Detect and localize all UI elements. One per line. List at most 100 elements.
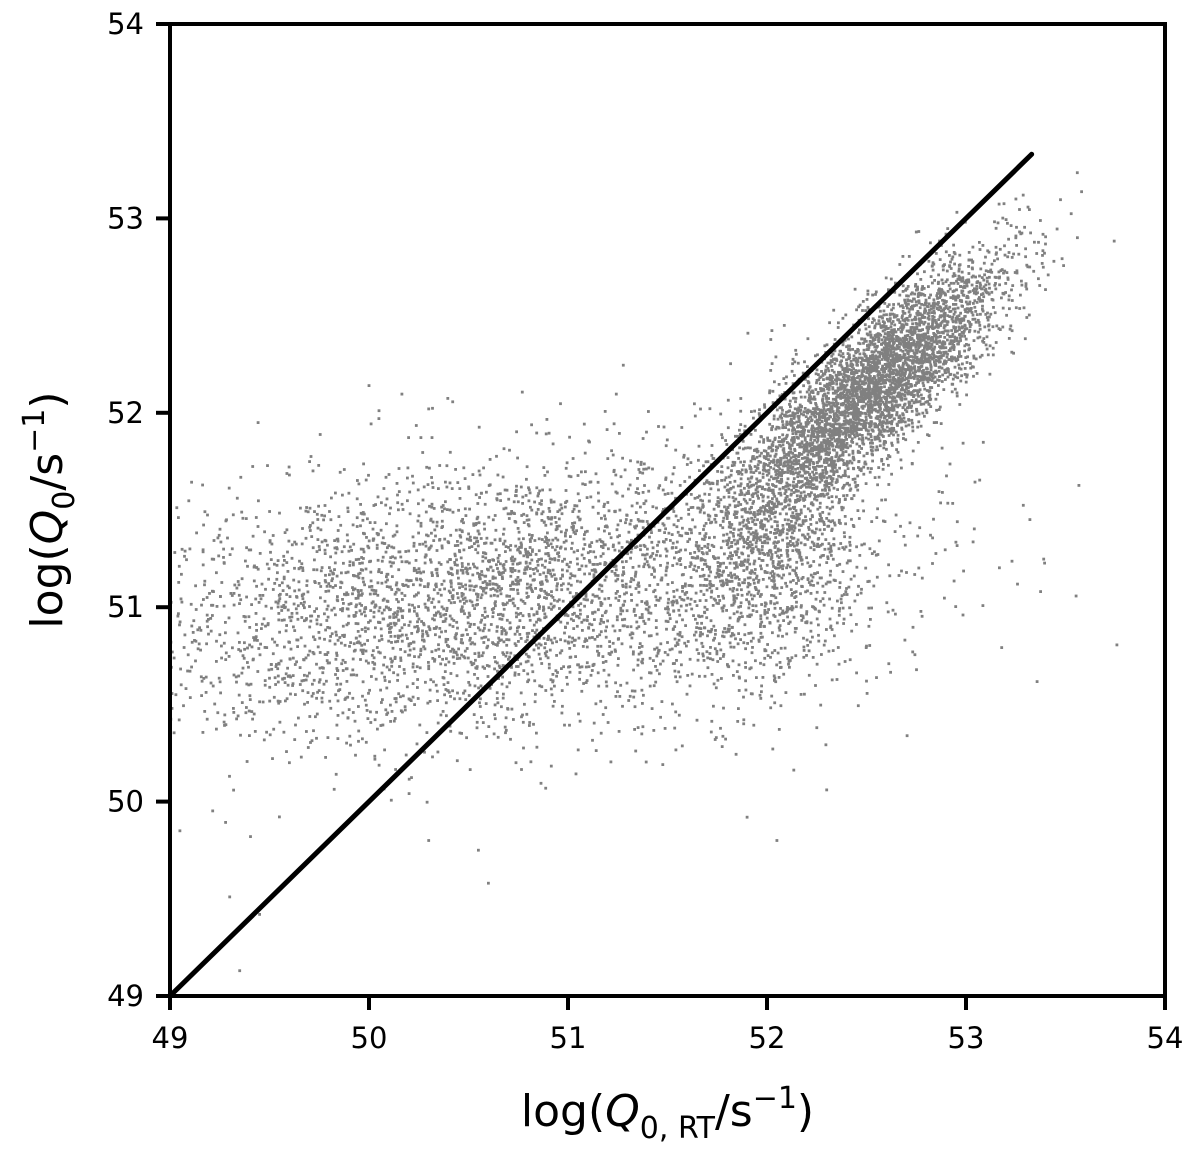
data-point <box>891 399 894 403</box>
data-point <box>860 587 863 591</box>
data-point <box>937 301 940 304</box>
data-point <box>826 557 830 560</box>
data-point <box>781 507 785 511</box>
data-point <box>813 438 816 442</box>
data-point <box>863 396 866 400</box>
data-point <box>770 502 774 505</box>
data-point <box>778 406 782 410</box>
data-point <box>742 569 746 572</box>
data-point <box>832 403 836 407</box>
data-point <box>771 483 774 486</box>
data-point <box>807 493 810 496</box>
data-point <box>842 372 846 376</box>
data-point <box>937 287 941 291</box>
data-point <box>730 557 733 561</box>
data-point <box>813 435 816 439</box>
data-point <box>916 272 919 276</box>
data-point <box>827 388 831 391</box>
data-point <box>841 352 845 355</box>
data-point <box>846 419 850 423</box>
data-point <box>839 413 843 417</box>
data-point <box>815 446 819 449</box>
data-point <box>807 528 811 531</box>
data-point <box>806 422 810 426</box>
data-point <box>927 285 930 288</box>
data-point <box>815 381 818 385</box>
data-point <box>792 413 796 417</box>
data-point <box>993 220 996 224</box>
data-point <box>810 501 814 505</box>
data-point <box>1002 271 1005 275</box>
data-point <box>881 316 884 320</box>
data-point <box>791 511 795 515</box>
data-point <box>784 382 788 385</box>
data-point <box>771 570 774 573</box>
data-point <box>874 400 878 404</box>
data-point <box>837 440 841 444</box>
data-point <box>835 404 839 408</box>
data-point <box>822 405 825 408</box>
data-point <box>851 524 855 527</box>
data-point <box>825 505 829 509</box>
data-point <box>732 499 736 503</box>
data-point <box>715 649 719 653</box>
data-point <box>836 599 839 603</box>
data-point <box>887 347 891 351</box>
data-point <box>747 530 751 534</box>
data-point <box>856 449 860 453</box>
data-point <box>873 375 876 378</box>
data-point <box>850 394 854 398</box>
data-point <box>781 524 785 527</box>
data-point <box>803 456 806 460</box>
data-point <box>785 460 789 464</box>
data-point <box>803 476 807 480</box>
data-point <box>695 541 698 544</box>
data-point <box>944 350 948 354</box>
data-point <box>740 535 744 539</box>
data-point <box>918 350 922 354</box>
data-point <box>760 541 764 545</box>
data-point <box>796 425 799 429</box>
data-point <box>781 634 784 638</box>
data-point <box>839 447 843 451</box>
data-point <box>973 299 977 303</box>
data-point <box>925 370 928 374</box>
data-point <box>803 443 807 447</box>
data-point <box>826 555 830 559</box>
data-point <box>772 458 776 462</box>
data-point <box>746 576 750 580</box>
data-point <box>769 571 773 575</box>
data-point <box>952 346 955 350</box>
data-point <box>832 578 836 582</box>
data-point <box>852 375 855 379</box>
data-point <box>829 569 832 573</box>
data-point <box>823 435 827 438</box>
data-point <box>888 333 892 337</box>
data-point <box>971 313 975 317</box>
data-point <box>770 579 774 582</box>
data-point <box>793 438 796 441</box>
data-point <box>864 412 868 415</box>
data-point <box>841 546 845 549</box>
data-point <box>722 533 725 537</box>
data-point <box>918 313 921 316</box>
data-point <box>928 345 932 348</box>
data-point <box>917 344 920 348</box>
data-point <box>994 341 998 344</box>
data-point <box>914 283 918 286</box>
data-point <box>987 324 990 328</box>
data-point <box>940 346 943 350</box>
data-point <box>873 342 877 346</box>
data-point <box>843 399 847 403</box>
data-point <box>931 304 935 308</box>
data-point <box>849 428 853 432</box>
data-point <box>831 387 835 391</box>
data-point <box>902 437 905 440</box>
data-point <box>711 604 715 607</box>
data-point <box>803 692 806 696</box>
data-point <box>830 529 834 532</box>
data-point <box>857 305 860 309</box>
data-point <box>993 311 997 315</box>
data-point <box>766 454 769 458</box>
data-point <box>881 400 885 404</box>
